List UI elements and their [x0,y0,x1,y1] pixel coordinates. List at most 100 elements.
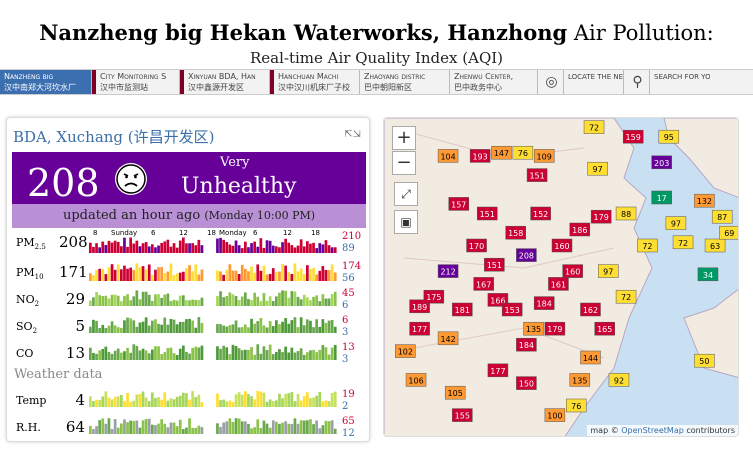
aqi-marker-label[interactable]: 151 [480,210,495,219]
nav-station-zhenwu[interactable]: Zhenwu Center, 巴中政务中心 [450,70,538,94]
aqi-marker[interactable] [548,277,569,291]
aqi-marker-label[interactable]: 165 [597,325,612,334]
aqi-marker[interactable] [719,225,739,240]
aqi-marker[interactable] [544,321,566,336]
aqi-marker-label[interactable]: 151 [529,172,544,181]
aqi-marker[interactable] [544,408,566,422]
aqi-marker-label[interactable]: 132 [697,197,712,206]
aqi-marker-label[interactable]: 175 [426,293,441,302]
aqi-marker-label[interactable]: 72 [678,239,688,248]
aqi-marker-label[interactable]: 153 [505,306,520,315]
aqi-marker[interactable] [565,398,587,413]
aqi-marker[interactable] [491,145,512,160]
aqi-marker[interactable] [469,149,491,163]
aqi-marker-label[interactable]: 161 [551,280,566,289]
aqi-marker[interactable] [651,190,672,205]
aqi-marker-label[interactable]: 158 [508,229,523,238]
aqi-marker[interactable] [409,321,430,336]
aqi-marker-label[interactable]: 212 [440,268,455,277]
aqi-marker-label[interactable]: 189 [412,303,427,312]
aqi-marker[interactable] [694,193,715,208]
aqi-marker-label[interactable]: 208 [519,252,534,261]
aqi-marker[interactable] [608,373,630,387]
aqi-marker-label[interactable]: 105 [448,389,463,398]
aqi-marker[interactable] [423,289,445,304]
search-city-button[interactable]: SEARCH FOR YOUR CITY [654,73,710,81]
aqi-marker-label[interactable]: 155 [455,412,470,421]
aqi-marker-label[interactable]: 72 [589,124,599,133]
aqi-marker-label[interactable]: 147 [494,149,509,158]
aqi-marker-label[interactable]: 193 [472,152,487,161]
aqi-marker-label[interactable]: 203 [654,159,669,168]
nav-station-nanzheng[interactable]: Nanzheng big 汉中南郑大河坎水厂 [0,70,92,94]
openstreetmap-link[interactable]: OpenStreetMap [621,426,684,435]
aqi-marker-label[interactable]: 142 [440,335,455,344]
aqi-marker[interactable] [651,155,672,170]
aqi-marker-label[interactable]: 170 [469,242,484,251]
aqi-marker-label[interactable]: 88 [621,210,631,219]
aqi-marker[interactable] [452,302,473,317]
aqi-marker[interactable] [516,248,537,262]
aqi-marker-label[interactable]: 135 [526,325,541,334]
aqi-marker[interactable] [530,206,551,221]
aqi-marker-label[interactable]: 17 [657,194,667,203]
aqi-marker-label[interactable]: 159 [626,133,641,142]
aqi-marker-label[interactable]: 160 [565,268,580,277]
aqi-marker[interactable] [437,149,459,163]
aqi-marker-label[interactable]: 157 [451,200,466,209]
aqi-marker[interactable] [512,145,534,160]
aqi-marker[interactable] [658,129,680,144]
aqi-marker[interactable] [580,302,601,317]
aqi-marker-label[interactable]: 97 [593,165,603,174]
aqi-marker-label[interactable]: 104 [440,152,455,161]
aqi-marker[interactable] [590,209,612,224]
aqi-map[interactable]: 72 159 95 104 147 76 109 193 97 203 151 17 132 157 151… [383,117,739,437]
aqi-marker-label[interactable]: 76 [518,149,528,158]
aqi-marker-label[interactable]: 109 [537,152,552,161]
aqi-marker[interactable] [516,337,537,352]
aqi-marker[interactable] [476,206,498,221]
aqi-marker[interactable] [444,385,466,400]
aqi-marker[interactable] [694,353,715,368]
aqi-marker[interactable] [473,277,494,291]
aqi-marker-label[interactable]: 160 [554,242,569,251]
aqi-marker-label[interactable]: 87 [717,213,727,222]
aqi-marker[interactable] [622,129,644,144]
aqi-marker-label[interactable]: 150 [519,380,534,389]
aqi-marker-label[interactable]: 167 [476,280,491,289]
aqi-marker[interactable] [533,149,555,163]
aqi-marker[interactable] [672,235,694,250]
aqi-marker[interactable] [580,350,601,365]
aqi-marker[interactable] [466,238,487,253]
aqi-marker[interactable] [569,222,591,237]
aqi-marker-label[interactable]: 76 [571,402,581,411]
aqi-marker[interactable] [437,264,459,278]
aqi-marker-label[interactable]: 97 [671,220,681,229]
aqi-marker[interactable] [587,161,608,176]
aqi-marker[interactable] [523,321,544,336]
aqi-marker-label[interactable]: 72 [642,242,652,251]
aqi-marker-label[interactable]: 152 [533,210,548,219]
aqi-marker[interactable] [704,238,726,253]
aqi-marker-label[interactable]: 177 [490,367,505,376]
aqi-marker-label[interactable]: 166 [490,296,505,305]
aqi-marker[interactable] [533,296,555,310]
aqi-marker[interactable] [697,267,719,282]
aqi-marker[interactable] [448,197,470,211]
aqi-marker-label[interactable]: 63 [710,242,720,251]
aqi-marker[interactable] [562,264,583,278]
aqi-marker-label[interactable]: 100 [547,412,562,421]
aqi-marker[interactable] [637,238,658,253]
aqi-marker[interactable] [487,363,509,378]
aqi-marker-label[interactable]: 179 [594,213,609,222]
zoom-out-button[interactable]: − [392,151,416,175]
aqi-marker[interactable] [484,257,505,272]
aqi-marker-label[interactable]: 106 [408,376,423,385]
aqi-marker-label[interactable]: 177 [412,325,427,334]
aqi-marker[interactable] [516,376,537,390]
aqi-marker-label[interactable]: 72 [621,293,631,302]
nav-station-xinyuan[interactable]: Xinyuan BDA, Han 汉中鑫源开发区 [180,70,270,94]
aqi-marker-label[interactable]: 144 [583,354,598,363]
aqi-marker[interactable] [615,289,637,304]
aqi-marker-label[interactable]: 179 [547,325,562,334]
